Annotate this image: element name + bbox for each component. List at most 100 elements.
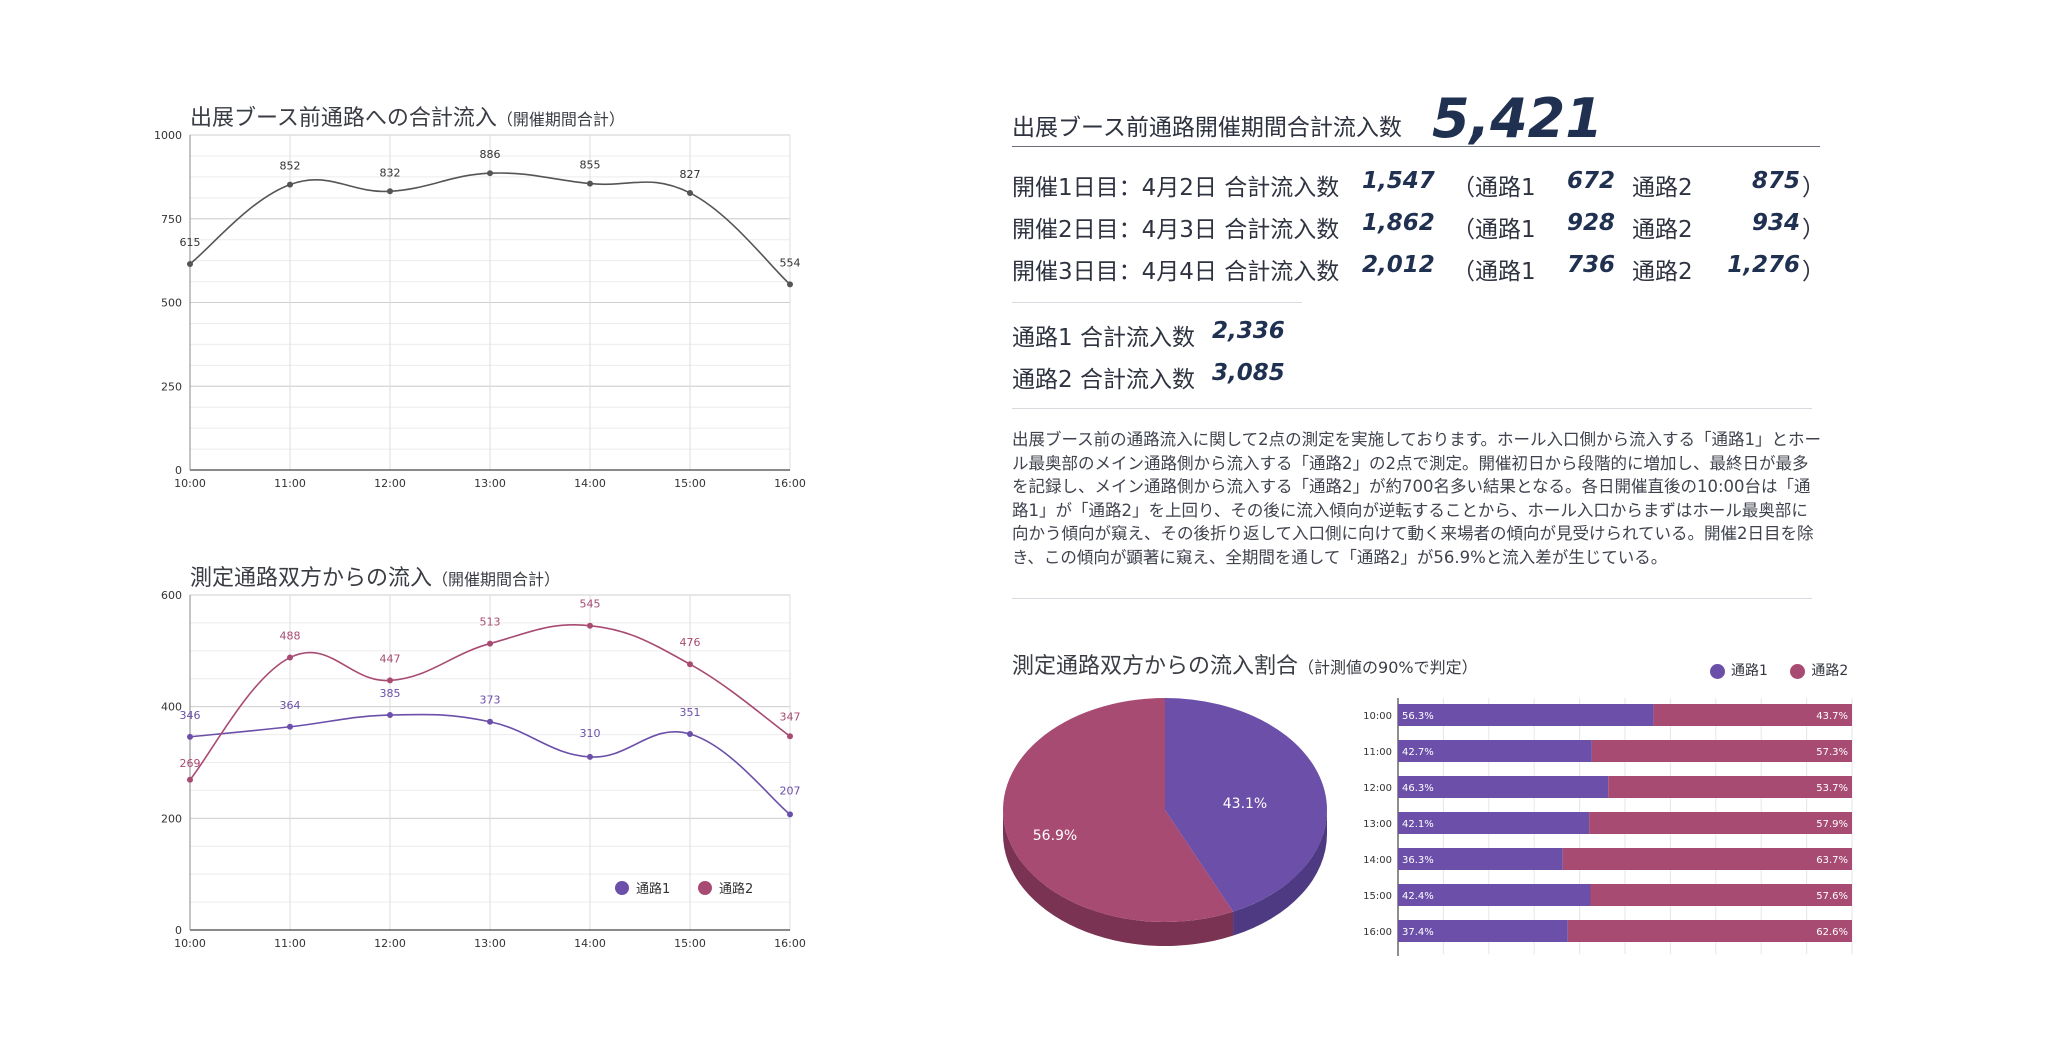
y-tick-label: 500 bbox=[161, 297, 182, 310]
data-label: 476 bbox=[680, 636, 701, 649]
legend-label: 通路2 bbox=[1811, 663, 1849, 679]
day-label: 開催1日目：4月2日 合計流入数 bbox=[1012, 175, 1340, 201]
x-tick-label: 13:00 bbox=[474, 477, 506, 490]
day-close: ） bbox=[1802, 175, 1825, 201]
chart3-title-text: 測定通路双方からの流入割合 bbox=[1012, 654, 1299, 679]
bar-label: 57.6% bbox=[1816, 891, 1848, 902]
bar-label: 43.7% bbox=[1816, 711, 1848, 722]
bar-series2 bbox=[1608, 776, 1852, 798]
y-tick-label: 15:00 bbox=[1363, 891, 1392, 902]
description: 出展ブース前の通路流入に関して2点の測定を実施しております。ホール入口側から流入… bbox=[1012, 430, 1822, 567]
y-tick-label: 11:00 bbox=[1363, 747, 1392, 758]
ratio-pie-chart: 43.1% 56.9% bbox=[1003, 698, 1327, 946]
bar-label: 42.1% bbox=[1402, 819, 1434, 830]
bar-label: 56.3% bbox=[1402, 711, 1434, 722]
bar-label: 63.7% bbox=[1816, 855, 1848, 866]
x-tick-label: 11:00 bbox=[274, 477, 306, 490]
day-total: 2,012 bbox=[1362, 252, 1435, 278]
x-tick-label: 12:00 bbox=[374, 937, 406, 950]
x-tick-label: 13:00 bbox=[474, 937, 506, 950]
x-tick-label: 15:00 bbox=[674, 477, 706, 490]
data-label: 554 bbox=[780, 256, 801, 269]
y-tick-label: 14:00 bbox=[1363, 855, 1392, 866]
bar-series2 bbox=[1590, 884, 1852, 906]
chart3-title: 測定通路双方からの流入割合（計測値の90%で判定） bbox=[1012, 648, 1478, 680]
bar-label: 62.6% bbox=[1816, 927, 1848, 938]
y-tick-label: 12:00 bbox=[1363, 783, 1392, 794]
bar-label: 53.7% bbox=[1816, 783, 1848, 794]
day-p2-value: 934 bbox=[1751, 210, 1800, 236]
data-point bbox=[387, 712, 393, 719]
passage-inflow-line-chart: 0 200 400 600 10:00 11:00 12:00 13:00 14:00 15:00… bbox=[161, 589, 806, 950]
data-label: 207 bbox=[780, 784, 801, 797]
x-tick-label: 12:00 bbox=[374, 477, 406, 490]
data-point bbox=[187, 733, 193, 740]
y-tick-label: 0 bbox=[175, 924, 182, 937]
data-point bbox=[787, 281, 793, 288]
data-point bbox=[287, 654, 293, 661]
bar-series1 bbox=[1398, 776, 1609, 798]
data-label: 545 bbox=[580, 598, 601, 611]
day-p1-value: 928 bbox=[1567, 210, 1616, 236]
passage-value: 2,336 bbox=[1212, 318, 1285, 344]
y-tick-label: 1000 bbox=[154, 129, 182, 142]
divider bbox=[1012, 408, 1812, 409]
day-p2-label: 通路2 bbox=[1632, 175, 1693, 201]
chart1-title: 出展ブース前通路への合計流入（開催期間合計） bbox=[190, 100, 625, 132]
data-point bbox=[487, 640, 493, 647]
data-point bbox=[787, 733, 793, 740]
pie-label: 56.9% bbox=[1033, 828, 1077, 844]
y-tick-label: 250 bbox=[161, 380, 182, 393]
bar-series2 bbox=[1589, 812, 1852, 834]
y-tick-label: 16:00 bbox=[1363, 927, 1392, 938]
ratio-legend: 通路1 通路2 bbox=[1710, 660, 1848, 680]
data-label: 364 bbox=[280, 699, 301, 712]
total-value: 5,421 bbox=[1432, 87, 1603, 150]
pie-slice-series1 bbox=[1165, 698, 1327, 912]
data-point bbox=[687, 731, 693, 738]
data-label: 385 bbox=[380, 687, 401, 700]
y-tick-label: 200 bbox=[161, 812, 182, 825]
day-close: ） bbox=[1802, 217, 1825, 243]
x-tick-label: 14:00 bbox=[574, 937, 606, 950]
bar-series1 bbox=[1398, 740, 1592, 762]
data-point bbox=[287, 181, 293, 188]
total-inflow-line-chart: 0 250 500 750 1000 10:00 11:00 12:00 13:00 14:00 1… bbox=[154, 129, 806, 490]
pie-label: 43.1% bbox=[1223, 796, 1267, 812]
data-label: 886 bbox=[480, 148, 501, 161]
chart2-subtitle: （開催期間合計） bbox=[432, 570, 561, 589]
bar-label: 42.4% bbox=[1402, 891, 1434, 902]
legend-dot-series1 bbox=[1710, 663, 1725, 679]
legend-dot bbox=[615, 881, 629, 895]
total-label: 出展ブース前通路開催期間合計流入数 bbox=[1012, 115, 1402, 141]
day-total: 1,862 bbox=[1362, 210, 1435, 236]
data-label: 351 bbox=[680, 706, 701, 719]
data-point bbox=[187, 776, 193, 783]
bar-label: 37.4% bbox=[1402, 927, 1434, 938]
day-p1-label: （通路1 bbox=[1452, 259, 1536, 285]
day-label: 開催2日目：4月3日 合計流入数 bbox=[1012, 217, 1340, 243]
passage-label: 通路2 合計流入数 bbox=[1012, 367, 1195, 393]
y-tick-label: 0 bbox=[175, 464, 182, 477]
data-point bbox=[587, 753, 593, 760]
y-tick-label: 400 bbox=[161, 701, 182, 714]
passage-value: 3,085 bbox=[1212, 360, 1285, 386]
data-point bbox=[387, 677, 393, 684]
data-label: 832 bbox=[380, 166, 401, 179]
bar-series2 bbox=[1653, 704, 1852, 726]
bar-series2 bbox=[1562, 848, 1852, 870]
data-point bbox=[387, 188, 393, 195]
data-label: 310 bbox=[580, 727, 601, 740]
data-point bbox=[687, 661, 693, 668]
data-point bbox=[587, 180, 593, 187]
x-tick-label: 16:00 bbox=[774, 477, 806, 490]
day-p2-label: 通路2 bbox=[1632, 259, 1693, 285]
data-point bbox=[587, 622, 593, 629]
day-p2-value: 875 bbox=[1751, 168, 1800, 194]
day-p1-value: 736 bbox=[1567, 252, 1616, 278]
legend-dot bbox=[698, 881, 712, 895]
chart3-subtitle: （計測値の90%で判定） bbox=[1298, 658, 1478, 677]
bar-label: 57.3% bbox=[1816, 747, 1848, 758]
chart2-title: 測定通路双方からの流入（開催期間合計） bbox=[190, 560, 560, 592]
data-point bbox=[187, 260, 193, 267]
